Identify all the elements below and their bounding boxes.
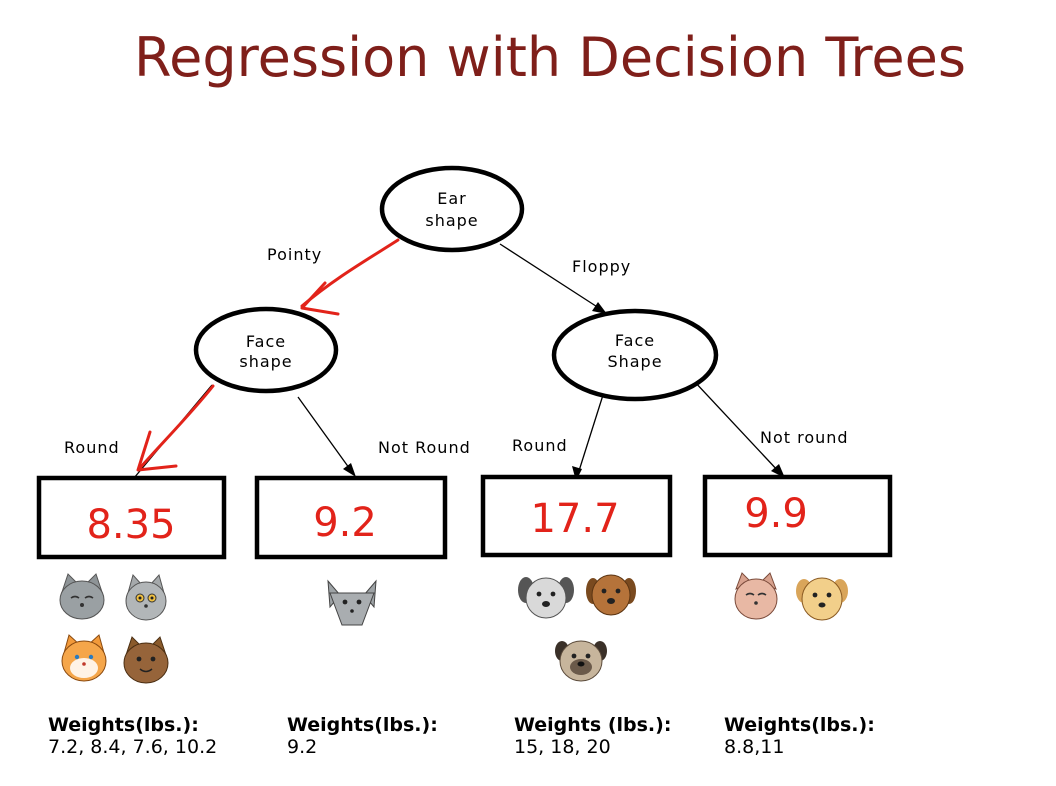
edge-label-floppy: Floppy	[572, 257, 631, 276]
leaf-value: 8.35	[86, 502, 175, 548]
node-label-line1: Face	[246, 332, 286, 351]
leaf-1-weights: Weights(lbs.): 7.2, 8.4, 7.6, 10.2	[48, 714, 217, 758]
leaf-box-3: 17.7	[480, 474, 673, 558]
node-label-line2: shape	[239, 352, 292, 371]
weights-values: 15, 18, 20	[514, 736, 611, 758]
leaf-value: 9.9	[744, 491, 808, 537]
cat-icon	[61, 634, 107, 682]
dog-icon	[586, 574, 636, 616]
edge-left-not-round	[297, 396, 353, 473]
slide-title: Regression with Decision Trees	[134, 26, 966, 89]
cat-icon	[125, 573, 167, 621]
node-face-shape-left: Face shape	[193, 306, 339, 394]
node-face-shape-right: Face Shape	[551, 308, 719, 402]
weights-values: 8.8,11	[724, 736, 785, 758]
weights-values: 7.2, 8.4, 7.6, 10.2	[48, 736, 218, 758]
leaf-box-2: 9.2	[254, 475, 448, 560]
weights-values: 9.2	[287, 736, 318, 758]
edge-label-left-round: Round	[64, 438, 120, 457]
leaf-3-weights: Weights (lbs.): 15, 18, 20	[514, 714, 671, 758]
cat-icon	[123, 636, 169, 684]
highlight-arrows	[136, 238, 400, 472]
weights-label: Weights(lbs.):	[724, 714, 875, 736]
node-ear-shape: Ear shape	[379, 165, 525, 253]
node-label-line1: Ear	[437, 189, 467, 208]
leaf-value: 17.7	[530, 496, 619, 542]
edge-right-round	[577, 394, 604, 475]
edge-label-right-not-round: Not round	[760, 428, 849, 447]
cat-icon	[734, 572, 778, 620]
cat-icon	[59, 573, 105, 620]
leaf-4-weights: Weights(lbs.): 8.8,11	[724, 714, 875, 758]
leaf-box-4: 9.9	[702, 474, 893, 558]
edge-floppy	[499, 243, 603, 311]
edge-label-left-not-round: Not Round	[378, 438, 471, 457]
cat-icon	[327, 579, 377, 626]
weights-label: Weights(lbs.):	[48, 714, 199, 736]
dog-icon	[518, 577, 574, 619]
dog-icon	[796, 577, 848, 621]
leaf-box-1: 8.35	[36, 475, 227, 560]
edge-right-not-round	[693, 380, 781, 474]
node-label-line1: Face	[615, 331, 655, 350]
node-label-line2: shape	[425, 211, 478, 230]
weights-label: Weights(lbs.):	[287, 714, 438, 736]
node-label-line2: Shape	[607, 352, 662, 371]
leaf-2-weights: Weights(lbs.): 9.2	[287, 714, 438, 758]
red-arrow-round	[138, 384, 215, 470]
edge-label-right-round: Round	[512, 436, 568, 455]
edge-label-pointy: Pointy	[267, 245, 322, 264]
animal-icons	[59, 572, 848, 684]
weights-label: Weights (lbs.):	[514, 714, 672, 736]
dog-icon	[555, 640, 607, 682]
leaf-value: 9.2	[313, 500, 377, 546]
